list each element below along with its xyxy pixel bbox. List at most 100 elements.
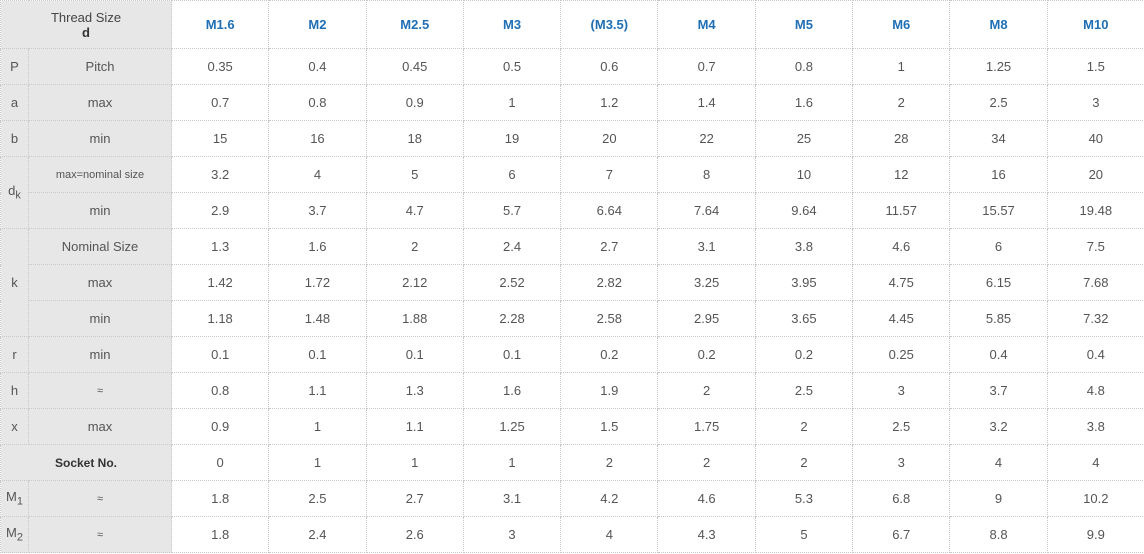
value-cell: 3.7 — [268, 192, 367, 229]
value-cell: 6.64 — [560, 192, 659, 229]
value-cell: 0.35 — [170, 48, 270, 85]
value-cell: 2.5 — [754, 372, 854, 409]
value-cell: 3 — [1046, 84, 1144, 121]
row-label: ≈ — [28, 516, 172, 553]
value-cell: 0 — [170, 444, 270, 481]
value-cell: 2.95 — [657, 300, 756, 337]
value-cell: 7.64 — [657, 192, 756, 229]
dimension-symbol: M2 — [0, 516, 29, 553]
dimension-symbol: P — [0, 48, 29, 85]
value-cell: 1.9 — [560, 372, 659, 409]
value-cell: 1.75 — [657, 408, 756, 445]
symbol-base: M — [6, 525, 17, 541]
value-cell: 4.8 — [1046, 372, 1144, 409]
symbol-text: k — [11, 275, 18, 290]
table-row: min 1.18 1.48 1.88 2.28 2.58 2.95 3.65 4.45 5.85 7… — [1, 300, 1144, 337]
row-label: max=nominal size — [28, 156, 172, 193]
value-cell: 0.7 — [657, 48, 756, 85]
value-cell: 1.88 — [365, 300, 464, 337]
value-cell: 1.18 — [170, 300, 270, 337]
value-cell: 22 — [657, 120, 756, 157]
value-cell: 1.3 — [365, 372, 464, 409]
value-cell: 1.25 — [462, 408, 562, 445]
value-cell: 4.45 — [852, 300, 951, 337]
row-label: min — [28, 300, 172, 337]
dimension-symbol: r — [0, 336, 29, 373]
value-cell: 7.68 — [1046, 264, 1144, 301]
value-cell: 2.5 — [268, 480, 367, 517]
symbol-text: a — [10, 95, 19, 110]
row-label: max — [28, 264, 172, 301]
table-row: max 1.42 1.72 2.12 2.52 2.82 3.25 3.95 4.75 6.15 7… — [1, 264, 1144, 301]
dimension-symbol: b — [0, 120, 29, 157]
value-cell: 0.45 — [365, 48, 464, 85]
value-cell: 0.7 — [170, 84, 270, 121]
value-cell: 2.7 — [560, 228, 659, 265]
table-row: b min 15 16 18 19 20 22 25 28 34 40 — [0, 120, 1144, 157]
value-cell: 8.8 — [949, 516, 1048, 553]
value-cell: 0.8 — [754, 48, 854, 85]
value-cell: 28 — [852, 120, 951, 157]
table-row: Socket No. 0 1 1 1 2 2 2 3 4 4 — [0, 444, 1144, 481]
dimension-symbol: M1 — [0, 480, 29, 517]
value-cell: 1 — [268, 408, 367, 445]
value-cell: 0.4 — [1046, 336, 1144, 373]
value-cell: 4.2 — [560, 480, 659, 517]
value-cell: 4.3 — [657, 516, 756, 553]
value-cell: 5.3 — [754, 480, 854, 517]
value-cell: 7.32 — [1046, 300, 1144, 337]
value-cell: 6.15 — [949, 264, 1048, 301]
value-cell: 0.6 — [560, 48, 659, 85]
value-cell: 1.8 — [170, 480, 270, 517]
value-cell: 6 — [949, 228, 1048, 265]
size-header: M8 — [949, 0, 1048, 49]
value-cell: 1.3 — [170, 228, 270, 265]
value-cell: 25 — [754, 120, 854, 157]
value-cell: 2 — [754, 444, 854, 481]
value-cell: 1.48 — [268, 300, 367, 337]
value-cell: 3.1 — [657, 228, 756, 265]
value-cell: 1.6 — [754, 84, 854, 121]
symbol-text: r — [12, 347, 17, 362]
value-cell: 2 — [852, 84, 951, 121]
value-cell: 0.9 — [170, 408, 270, 445]
symbol-subscript: 2 — [16, 531, 23, 544]
value-cell: 2.5 — [852, 408, 951, 445]
row-label: max — [28, 84, 172, 121]
value-cell: 1.72 — [268, 264, 367, 301]
value-cell: 0.1 — [365, 336, 464, 373]
value-cell: 0.2 — [657, 336, 756, 373]
symbol-text: x — [11, 419, 18, 434]
table-row: min 2.9 3.7 4.7 5.7 6.64 7.64 9.64 11.57 15.57 19.… — [1, 192, 1144, 229]
value-cell: 3.2 — [949, 408, 1048, 445]
value-cell: 3.1 — [462, 480, 562, 517]
value-cell: 3 — [852, 444, 951, 481]
symbol-subscript: k — [15, 189, 21, 202]
value-cell: 2.52 — [462, 264, 562, 301]
value-cell: 10 — [754, 156, 854, 193]
value-cell: 15.57 — [949, 192, 1048, 229]
dimension-symbol: x — [0, 408, 29, 445]
value-cell: 6.8 — [852, 480, 951, 517]
table-row: M1 ≈1.8 2.5 2.7 3.1 4.2 4.6 5.3 6.8 9 10.2 — [0, 480, 1144, 517]
value-cell: 9 — [949, 480, 1048, 517]
value-cell: 3 — [462, 516, 562, 553]
value-cell: 3.7 — [949, 372, 1048, 409]
value-cell: 7 — [560, 156, 659, 193]
dimension-symbol: dk — [0, 156, 29, 229]
value-cell: 1 — [852, 48, 951, 85]
thread-size-header: Thread Size d — [0, 0, 172, 49]
value-cell: 4.6 — [852, 228, 951, 265]
value-cell: 8 — [657, 156, 756, 193]
value-cell: 2.6 — [365, 516, 464, 553]
value-cell: 20 — [560, 120, 659, 157]
value-cell: 1.6 — [268, 228, 367, 265]
value-cell: 5 — [365, 156, 464, 193]
size-header: M5 — [754, 0, 854, 49]
value-cell: 2.7 — [365, 480, 464, 517]
value-cell: 0.8 — [268, 84, 367, 121]
value-cell: 1.5 — [560, 408, 659, 445]
value-cell: 0.25 — [852, 336, 951, 373]
value-cell: 6.7 — [852, 516, 951, 553]
value-cell: 4 — [949, 444, 1048, 481]
